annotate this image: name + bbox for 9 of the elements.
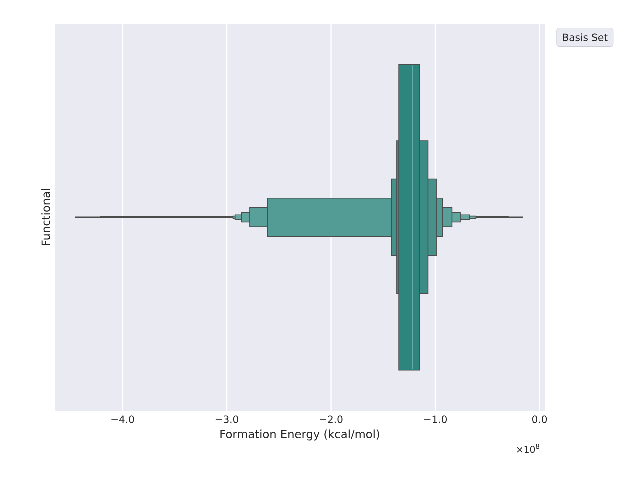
- legend-title: Basis Set: [563, 34, 608, 42]
- x-tick-label: −3.0: [216, 416, 238, 424]
- x-tick-label: −2.0: [320, 416, 343, 424]
- x-tick-label: −1.0: [424, 416, 447, 424]
- x-axis-title: Formation Energy (kcal/mol): [220, 430, 380, 441]
- x-tick-label: −4.0: [112, 416, 134, 424]
- text: ×10$^{8}$: [517, 444, 540, 454]
- y-axis-title: Functional: [42, 189, 50, 246]
- x-tick-label: 0.0: [532, 416, 548, 424]
